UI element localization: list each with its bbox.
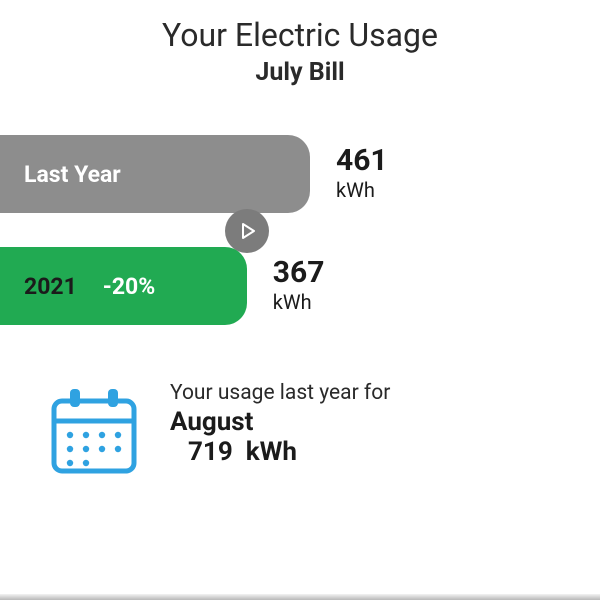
forecast-row: Your usage last year for August 719 kWh (0, 381, 600, 483)
forecast-text: Your usage last year for August 719 kWh (170, 381, 390, 467)
bar-label-last-year: Last Year (24, 161, 121, 188)
usage-card: Your Electric Usage July Bill Last Year … (0, 0, 600, 483)
forecast-value: 719 (188, 437, 233, 467)
value-unit-last-year: kWh (336, 178, 375, 202)
calendar-icon (46, 383, 142, 483)
bar-row-current: 2021 -20% 367 kWh (0, 247, 600, 325)
bill-period: July Bill (0, 58, 600, 87)
value-number-last-year: 461 (336, 146, 388, 176)
play-icon[interactable] (225, 209, 269, 253)
bar-value-last-year: 461 kWh (336, 146, 388, 202)
value-number-current: 367 (273, 258, 325, 288)
forecast-amount: 719 kWh (170, 437, 390, 467)
bar-value-current: 367 kWh (273, 258, 325, 314)
page-title: Your Electric Usage (0, 16, 600, 54)
usage-bar-current: 2021 -20% (0, 247, 247, 325)
value-unit-current: kWh (273, 290, 312, 314)
bottom-edge-shadow (0, 594, 600, 600)
bar-row-last-year: Last Year 461 kWh (0, 135, 600, 213)
forecast-month: August (170, 407, 390, 437)
forecast-unit: kWh (246, 437, 297, 467)
forecast-lead: Your usage last year for (170, 381, 390, 405)
bar-label-year: 2021 (24, 273, 77, 300)
usage-bar-last-year: Last Year (0, 135, 310, 213)
bar-label-pct: -20% (103, 273, 155, 300)
